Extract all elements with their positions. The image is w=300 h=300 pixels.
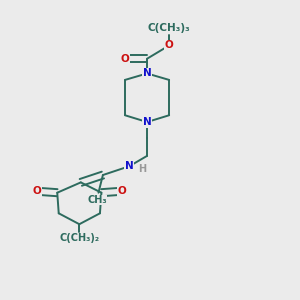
Text: O: O: [121, 54, 129, 64]
Text: N: N: [143, 68, 152, 78]
Text: O: O: [165, 40, 173, 50]
Text: O: O: [118, 186, 126, 196]
Text: H: H: [138, 164, 146, 173]
Text: O: O: [32, 186, 41, 196]
Text: C(CH₃)₃: C(CH₃)₃: [148, 23, 190, 33]
Text: C(CH₃)₂: C(CH₃)₂: [59, 233, 99, 243]
Text: N: N: [125, 161, 134, 171]
Text: N: N: [143, 117, 152, 127]
Text: CH₃: CH₃: [87, 195, 107, 205]
